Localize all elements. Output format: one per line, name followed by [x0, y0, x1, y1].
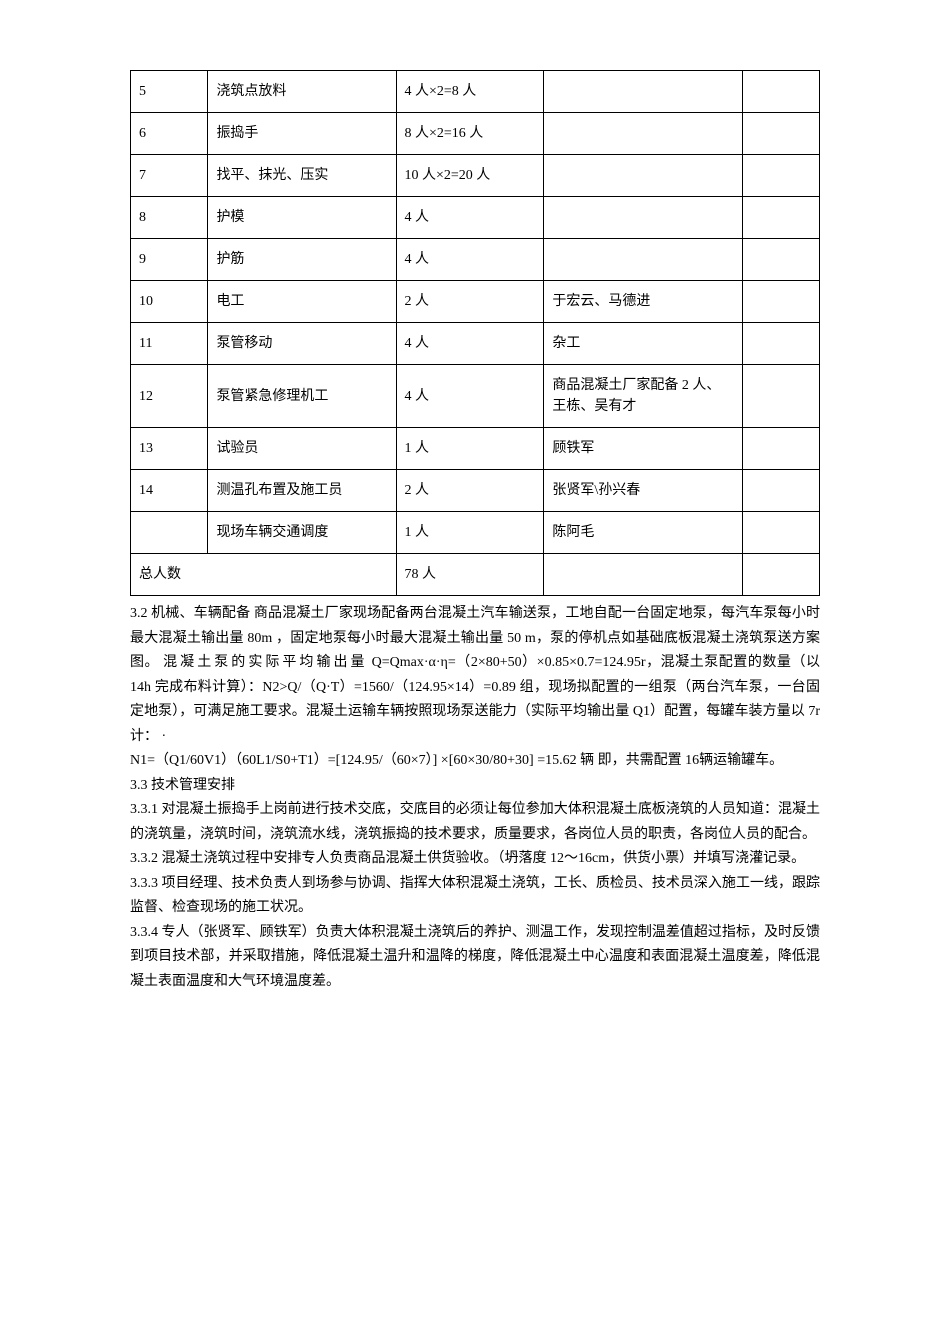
table-cell — [742, 470, 820, 512]
table-cell: 8 人×2=16 人 — [396, 113, 544, 155]
table-cell: 浇筑点放料 — [208, 71, 396, 113]
table-cell: 13 — [131, 428, 208, 470]
table-cell — [742, 113, 820, 155]
table-cell — [742, 428, 820, 470]
table-row: 11泵管移动4 人杂工 — [131, 323, 820, 365]
table-cell: 2 人 — [396, 470, 544, 512]
document-page: 5浇筑点放料4 人×2=8 人6振捣手8 人×2=16 人7找平、抹光、压实10… — [0, 0, 950, 1054]
table-cell: 顾铁军 — [544, 428, 742, 470]
table-cell: 10 人×2=20 人 — [396, 155, 544, 197]
table-cell: 4 人 — [396, 197, 544, 239]
table-cell: 11 — [131, 323, 208, 365]
table-cell: 2 人 — [396, 281, 544, 323]
paragraph-3-3-2: 3.3.2 混凝土浇筑过程中安排专人负责商品混凝土供货验收。（坍落度 12～16… — [130, 847, 820, 872]
table-cell — [742, 71, 820, 113]
table-row: 14测温孔布置及施工员2 人张贤军\孙兴春 — [131, 470, 820, 512]
table-cell — [742, 512, 820, 554]
table-cell — [544, 554, 742, 596]
table-row: 现场车辆交通调度1 人陈阿毛 — [131, 512, 820, 554]
table-cell — [544, 155, 742, 197]
table-cell: 1 人 — [396, 512, 544, 554]
table-cell — [544, 239, 742, 281]
table-cell: 测温孔布置及施工员 — [208, 470, 396, 512]
table-total-row: 总人数78 人 — [131, 554, 820, 596]
table-cell — [742, 323, 820, 365]
paragraph-3-2: 3.2 机械、车辆配备 商品混凝土厂家现场配备两台混凝土汽车输送泵，工地自配一台… — [130, 602, 820, 749]
table-cell: 陈阿毛 — [544, 512, 742, 554]
table-row: 5浇筑点放料4 人×2=8 人 — [131, 71, 820, 113]
table-cell: 8 — [131, 197, 208, 239]
table-cell — [544, 113, 742, 155]
table-cell — [544, 71, 742, 113]
paragraph-3-3-1: 3.3.1 对混凝土振捣手上岗前进行技术交底，交底目的必须让每位参加大体积混凝土… — [130, 798, 820, 847]
table-cell: 张贤军\孙兴春 — [544, 470, 742, 512]
table-cell: 电工 — [208, 281, 396, 323]
table-cell — [742, 239, 820, 281]
table-cell: 护模 — [208, 197, 396, 239]
table-row: 9护筋4 人 — [131, 239, 820, 281]
table-cell — [742, 281, 820, 323]
table-cell: 9 — [131, 239, 208, 281]
table-cell: 12 — [131, 365, 208, 428]
table-cell: 14 — [131, 470, 208, 512]
table-cell — [742, 554, 820, 596]
table-cell: 现场车辆交通调度 — [208, 512, 396, 554]
table-row: 13试验员1 人顾铁军 — [131, 428, 820, 470]
table-cell: 泵管紧急修理机工 — [208, 365, 396, 428]
table-cell — [742, 365, 820, 428]
table-cell — [131, 512, 208, 554]
table-cell: 7 — [131, 155, 208, 197]
table-row: 7找平、抹光、压实10 人×2=20 人 — [131, 155, 820, 197]
personnel-table: 5浇筑点放料4 人×2=8 人6振捣手8 人×2=16 人7找平、抹光、压实10… — [130, 70, 820, 596]
paragraph-n1: N1=（Q1/60V1）（60L1/S0+T1）=[124.95/（60×7）]… — [130, 749, 820, 774]
table-cell: 振捣手 — [208, 113, 396, 155]
table-cell: 商品混凝土厂家配备 2 人、王栋、吴有才 — [544, 365, 742, 428]
table-cell: 于宏云、马德进 — [544, 281, 742, 323]
table-cell: 4 人 — [396, 323, 544, 365]
table-cell: 4 人×2=8 人 — [396, 71, 544, 113]
table-cell: 泵管移动 — [208, 323, 396, 365]
total-value-cell: 78 人 — [396, 554, 544, 596]
table-cell: 6 — [131, 113, 208, 155]
paragraph-3-3-3: 3.3.3 项目经理、技术负责人到场参与协调、指挥大体积混凝土浇筑，工长、质检员… — [130, 872, 820, 921]
table-row: 6振捣手8 人×2=16 人 — [131, 113, 820, 155]
paragraph-3-3-4: 3.3.4 专人（张贤军、顾铁军）负责大体积混凝土浇筑后的养护、测温工作，发现控… — [130, 921, 820, 995]
table-cell: 找平、抹光、压实 — [208, 155, 396, 197]
table-row: 8护模4 人 — [131, 197, 820, 239]
table-cell: 试验员 — [208, 428, 396, 470]
table-cell: 1 人 — [396, 428, 544, 470]
table-cell: 护筋 — [208, 239, 396, 281]
table-cell: 4 人 — [396, 365, 544, 428]
table-cell: 10 — [131, 281, 208, 323]
total-label-cell: 总人数 — [131, 554, 397, 596]
table-cell: 杂工 — [544, 323, 742, 365]
table-cell — [544, 197, 742, 239]
table-cell: 4 人 — [396, 239, 544, 281]
table-cell — [742, 197, 820, 239]
paragraph-3-3: 3.3 技术管理安排 — [130, 774, 820, 799]
table-cell: 5 — [131, 71, 208, 113]
table-cell — [742, 155, 820, 197]
table-row: 12泵管紧急修理机工4 人商品混凝土厂家配备 2 人、王栋、吴有才 — [131, 365, 820, 428]
table-row: 10电工2 人于宏云、马德进 — [131, 281, 820, 323]
